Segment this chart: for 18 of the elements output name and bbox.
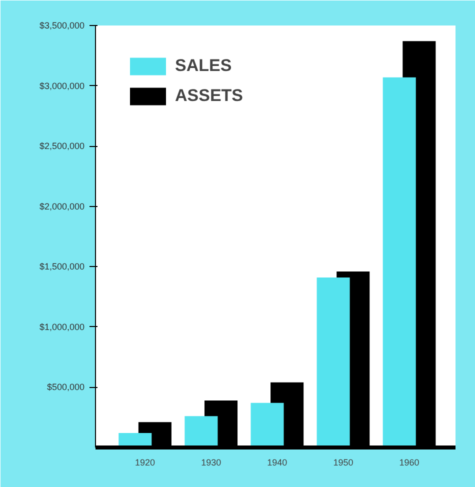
bar [382, 77, 416, 448]
y-tick-label: $2,000,000 [39, 201, 85, 212]
x-tick-label: 1920 [135, 458, 156, 468]
legend-label: ASSETS [175, 86, 244, 106]
legend-label: SALES [175, 56, 232, 76]
y-tick-label: $3,000,000 [39, 80, 85, 91]
y-tick-label: $1,500,000 [39, 262, 85, 272]
bar [316, 277, 350, 448]
x-tick-label: 1950 [333, 458, 354, 468]
x-tick-label: 1930 [201, 458, 222, 468]
bar [184, 416, 218, 448]
y-tick-label: $1,000,000 [39, 322, 85, 332]
x-tick-label: 1940 [267, 458, 288, 468]
y-tick-label: $500,000 [46, 382, 85, 392]
y-tick-label: $2,500,000 [39, 141, 85, 152]
bar [250, 402, 284, 448]
y-tick-label: $3,500,000 [39, 20, 85, 30]
x-tick-label: 1960 [399, 458, 420, 468]
